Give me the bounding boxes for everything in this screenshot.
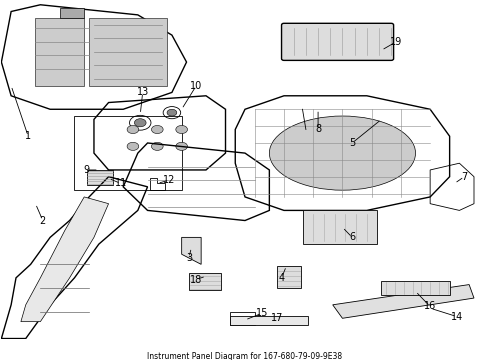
Text: 17: 17 xyxy=(270,313,283,323)
Text: 11: 11 xyxy=(115,179,127,188)
Polygon shape xyxy=(21,197,109,322)
Bar xyxy=(381,281,450,295)
Polygon shape xyxy=(182,237,201,264)
Circle shape xyxy=(151,142,163,150)
Circle shape xyxy=(167,109,177,116)
Ellipse shape xyxy=(270,116,416,190)
Text: 7: 7 xyxy=(461,172,467,182)
Text: 8: 8 xyxy=(315,125,321,135)
Text: 15: 15 xyxy=(256,308,268,318)
Text: 1: 1 xyxy=(25,131,31,141)
FancyBboxPatch shape xyxy=(282,23,393,60)
Text: 9: 9 xyxy=(84,165,90,175)
Bar xyxy=(303,210,376,244)
Bar xyxy=(35,18,84,86)
Circle shape xyxy=(127,142,139,150)
Text: Instrument Panel Diagram for 167-680-79-09-9E38: Instrument Panel Diagram for 167-680-79-… xyxy=(147,352,343,360)
Text: 19: 19 xyxy=(390,37,402,47)
Bar xyxy=(89,18,167,86)
Circle shape xyxy=(151,125,163,134)
Bar xyxy=(230,311,255,325)
Circle shape xyxy=(176,125,188,134)
Text: 2: 2 xyxy=(40,216,46,225)
Text: 4: 4 xyxy=(278,273,285,283)
Bar xyxy=(230,316,308,325)
Bar xyxy=(189,273,220,290)
Text: 5: 5 xyxy=(349,138,355,148)
Polygon shape xyxy=(333,285,474,318)
Text: 18: 18 xyxy=(190,275,202,284)
Bar xyxy=(60,8,84,18)
Circle shape xyxy=(176,142,188,150)
Text: 13: 13 xyxy=(137,87,149,98)
Text: 6: 6 xyxy=(349,233,355,242)
Text: 10: 10 xyxy=(190,81,202,91)
Text: 16: 16 xyxy=(424,301,436,311)
Circle shape xyxy=(127,125,139,134)
Text: 14: 14 xyxy=(451,312,463,321)
Text: 12: 12 xyxy=(163,175,176,185)
Bar xyxy=(87,170,114,185)
Text: 3: 3 xyxy=(186,253,192,262)
Circle shape xyxy=(134,119,146,127)
Bar xyxy=(277,266,301,288)
